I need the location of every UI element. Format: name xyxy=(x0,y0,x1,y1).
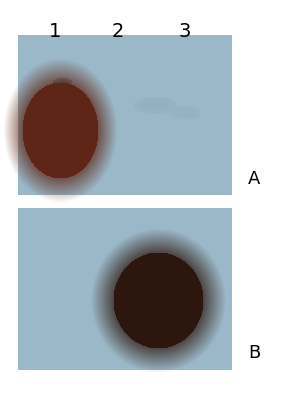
Text: 1: 1 xyxy=(49,22,61,41)
Text: 2: 2 xyxy=(112,22,124,41)
Text: 3: 3 xyxy=(179,22,191,41)
Text: A: A xyxy=(248,170,260,188)
Text: B: B xyxy=(248,344,260,362)
